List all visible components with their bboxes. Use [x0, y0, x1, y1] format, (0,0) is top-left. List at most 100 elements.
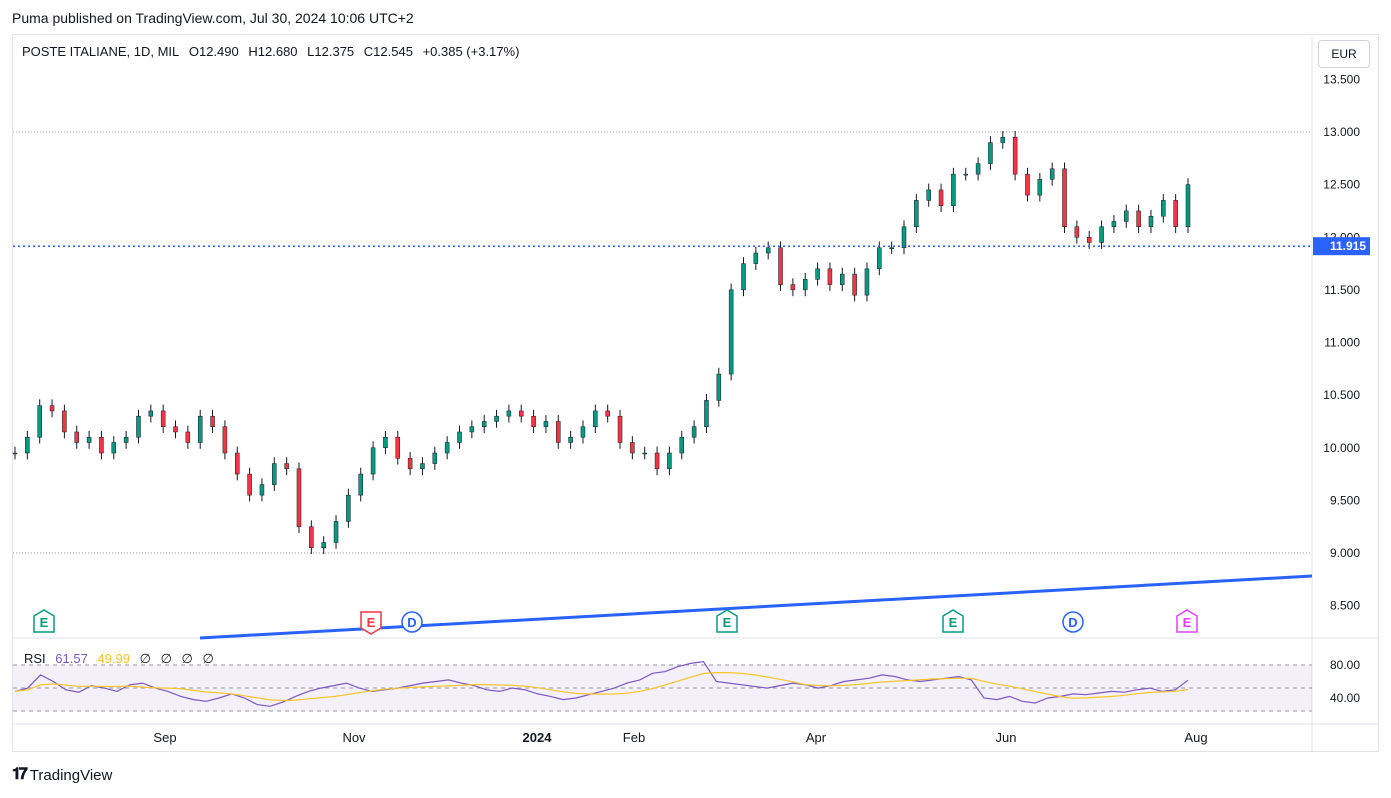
tradingview-logo-icon: 𝟏𝟕: [12, 766, 28, 783]
price-candle: [815, 262, 820, 286]
chart-overlays: 11.915: [13, 237, 1370, 640]
price-candle: [1074, 220, 1080, 244]
trend-line[interactable]: [199, 574, 1313, 640]
time-tick-label: 2024: [523, 730, 553, 745]
price-candle: [531, 409, 536, 434]
price-tick-label: 9.000: [1330, 546, 1360, 560]
price-candle: [420, 457, 425, 476]
svg-text:E: E: [367, 615, 376, 630]
price-candle: [667, 446, 672, 476]
price-candle: [654, 446, 660, 476]
price-candle: [914, 194, 919, 234]
symbol-legend: POSTE ITALIANE, 1D, MIL O12.490 H12.680 …: [22, 44, 525, 59]
price-candle: [1037, 173, 1043, 202]
price-candle: [1136, 204, 1141, 234]
price-candle: [99, 430, 104, 460]
brand-name: TradingView: [29, 766, 113, 784]
price-candle: [790, 278, 796, 297]
price-tick-label: 13.500: [1323, 72, 1360, 86]
rsi-ma-line[interactable]: [14, 672, 1189, 702]
price-candle: [457, 425, 462, 449]
price-candle: [1185, 178, 1191, 234]
price-candle: [679, 430, 685, 460]
rsi-extra-2: ∅: [181, 651, 193, 666]
price-candle: [469, 420, 475, 439]
price-candle: [1049, 162, 1055, 186]
chart-frame: [12, 34, 1379, 752]
low-value: L12.375: [307, 44, 355, 59]
price-series: [12, 130, 1191, 555]
svg-text:E: E: [1183, 615, 1192, 630]
price-candle: [951, 167, 956, 212]
rsi-value: 61.57: [55, 651, 88, 666]
price-candle: [580, 420, 586, 444]
price-candle: [605, 404, 610, 423]
earnings-marker[interactable]: E: [716, 609, 738, 633]
price-tick-label: 12.500: [1323, 178, 1360, 192]
price-candle: [49, 399, 55, 418]
price-candle: [148, 404, 154, 423]
rsi-legend: RSI 61.57 49.99 ∅ ∅ ∅ ∅: [24, 651, 220, 667]
price-candle: [383, 430, 388, 455]
price-tick-label: 11.500: [1324, 283, 1360, 297]
price-candle: [926, 183, 931, 207]
rsi-tick-label: 80.00: [1330, 658, 1360, 672]
price-candle: [173, 420, 178, 439]
time-tick-label: Sep: [153, 730, 176, 745]
price-candle: [630, 436, 635, 460]
price-candle: [617, 409, 623, 449]
change-value: +0.385 (+3.17%): [422, 44, 520, 59]
earnings-marker[interactable]: E: [942, 609, 964, 633]
price-candle: [716, 367, 722, 407]
dividend-marker[interactable]: D: [1062, 611, 1084, 633]
earnings-marker[interactable]: E: [1176, 609, 1198, 633]
footer-brand[interactable]: 𝟏𝟕 TradingView: [12, 766, 112, 784]
time-tick-label: Jun: [996, 730, 1017, 745]
price-candle: [37, 399, 42, 444]
price-candle: [963, 167, 968, 181]
price-candle: [975, 157, 981, 181]
price-axis: 13.50013.00012.50012.00011.50011.00010.5…: [1323, 72, 1360, 612]
time-tick-label: Aug: [1184, 730, 1207, 745]
svg-text:E: E: [40, 615, 49, 630]
price-candle: [988, 136, 993, 170]
svg-text:11.915: 11.915: [1330, 239, 1366, 253]
price-candle: [753, 246, 759, 270]
price-candle: [1099, 220, 1104, 249]
price-candle: [1062, 162, 1067, 234]
price-candle: [111, 436, 117, 460]
rsi-pane: 80.00 40.00: [13, 658, 1360, 712]
earnings-marker[interactable]: E: [360, 611, 382, 635]
price-candle: [321, 536, 326, 555]
price-candle: [370, 441, 376, 481]
price-candle: [1012, 130, 1018, 181]
price-candle: [1025, 167, 1030, 202]
price-candle: [358, 467, 363, 502]
price-candle: [481, 415, 487, 434]
price-candle: [1161, 194, 1166, 223]
price-candle: [432, 446, 438, 470]
symbol-name[interactable]: POSTE ITALIANE, 1D, MIL: [22, 44, 180, 59]
price-candle: [494, 409, 499, 428]
currency-button[interactable]: EUR: [1318, 40, 1370, 68]
price-candle: [444, 436, 450, 460]
price-candle: [1000, 130, 1006, 149]
price-candle: [741, 257, 746, 297]
price-candle: [765, 241, 771, 260]
price-candle: [136, 409, 141, 444]
price-candle: [407, 451, 413, 476]
grid-lines: [13, 34, 1378, 752]
price-candle: [938, 183, 944, 212]
dividend-marker[interactable]: D: [401, 611, 423, 633]
price-candle: [296, 462, 302, 534]
price-candle: [86, 430, 92, 449]
price-candle: [346, 488, 351, 528]
rsi-label[interactable]: RSI: [24, 651, 46, 666]
rsi-line[interactable]: [14, 661, 1189, 707]
price-candle: [197, 409, 203, 449]
price-candle: [691, 420, 697, 444]
earnings-marker[interactable]: E: [33, 609, 55, 633]
price-tick-label: 9.500: [1330, 493, 1360, 507]
svg-text:E: E: [723, 615, 732, 630]
